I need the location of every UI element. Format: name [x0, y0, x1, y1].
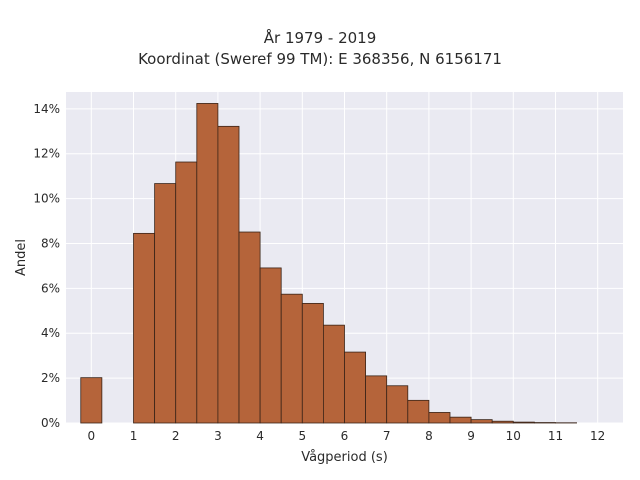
bar-layer: [80, 103, 577, 424]
x-tick-labels: 0 1 2 3 4 5 6 7 8 9 10 11 12: [87, 429, 605, 443]
x-tick-label: 9: [467, 429, 475, 443]
y-tick-label: 4%: [41, 326, 60, 340]
chart-subtitle: Koordinat (Sweref 99 TM): E 368356, N 61…: [138, 50, 502, 68]
histogram-bar: [428, 412, 451, 424]
y-tick-label: 10%: [33, 192, 60, 206]
histogram-bar: [323, 324, 345, 424]
y-tick-label: 8%: [41, 236, 60, 250]
x-tick-label: 12: [590, 429, 605, 443]
x-tick-label: 11: [548, 429, 563, 443]
chart-title: År 1979 - 2019: [263, 29, 377, 47]
y-tick-label: 14%: [33, 102, 60, 116]
histogram-bar: [512, 421, 535, 424]
x-tick-label: 5: [298, 429, 306, 443]
x-tick-label: 4: [256, 429, 264, 443]
histogram-bar: [259, 267, 282, 424]
histogram-bar: [407, 399, 430, 424]
histogram-bar: [80, 377, 103, 424]
x-axis-label: Vågperiod (s): [301, 450, 388, 465]
x-tick-label: 10: [506, 429, 521, 443]
histogram-bar: [301, 302, 324, 424]
histogram-bar: [386, 385, 409, 424]
x-tick-label: 2: [172, 429, 180, 443]
y-tick-labels: 0% 2% 4% 6% 8% 10% 12% 14%: [33, 102, 60, 430]
histogram-bar: [175, 161, 198, 424]
histogram-bar: [133, 232, 156, 424]
x-tick-label: 6: [341, 429, 349, 443]
x-tick-label: 7: [383, 429, 391, 443]
histogram-bar: [470, 419, 493, 424]
x-tick-label: 0: [87, 429, 95, 443]
chart-title-block: År 1979 - 2019 Koordinat (Sweref 99 TM):…: [0, 28, 640, 70]
histogram-bar: [217, 125, 240, 424]
y-tick-label: 6%: [41, 281, 60, 295]
histogram-bar: [196, 103, 219, 424]
histogram-bar: [344, 351, 366, 424]
y-tick-label: 0%: [41, 416, 60, 430]
y-tick-label: 2%: [41, 371, 60, 385]
y-tick-label: 12%: [33, 147, 60, 161]
histogram-bar: [154, 183, 177, 424]
y-axis-label: Andel: [14, 239, 29, 276]
histogram-bar: [365, 375, 388, 424]
histogram-bar: [238, 231, 261, 424]
histogram-bar: [491, 420, 514, 424]
histogram-bar: [280, 293, 303, 424]
x-tick-label: 1: [130, 429, 138, 443]
x-tick-label: 3: [214, 429, 222, 443]
x-tick-label: 8: [425, 429, 433, 443]
histogram-bar: [449, 416, 472, 424]
